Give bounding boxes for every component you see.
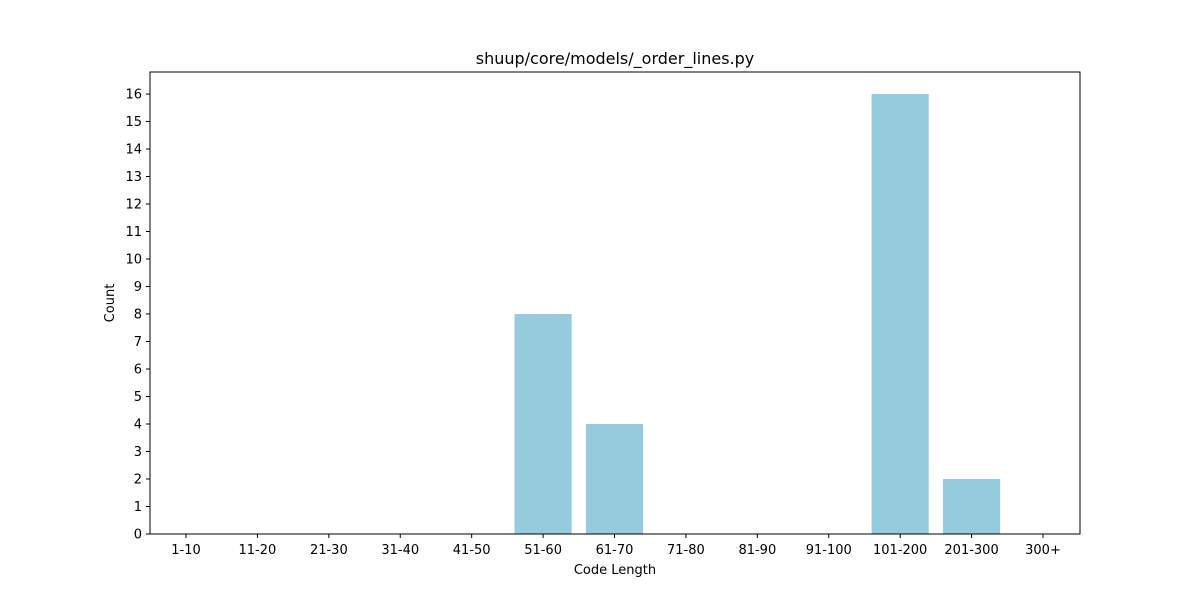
y-tick-label: 4 xyxy=(134,418,142,433)
y-tick-label: 9 xyxy=(134,280,142,295)
x-tick-label: 101-200 xyxy=(873,543,927,558)
chart-title: shuup/core/models/_order_lines.py xyxy=(476,49,754,69)
x-tick-label: 300+ xyxy=(1025,543,1061,558)
y-tick-label: 1 xyxy=(134,500,142,515)
y-tick-label: 10 xyxy=(125,253,142,268)
y-tick-label: 12 xyxy=(125,198,142,213)
x-tick-label: 51-60 xyxy=(524,543,562,558)
x-axis: 1-10 11-20 21-30 31-40 41-50 51-60 61-70 71-80 8… xyxy=(171,534,1061,558)
y-tick-label: 2 xyxy=(134,473,142,488)
y-tick-label: 6 xyxy=(134,363,142,378)
x-tick-label: 11-20 xyxy=(239,543,277,558)
x-tick-label: 31-40 xyxy=(381,543,419,558)
y-tick-label: 5 xyxy=(134,390,142,405)
y-tick-label: 15 xyxy=(125,115,142,130)
y-tick-label: 0 xyxy=(134,528,142,543)
y-tick-label: 11 xyxy=(125,225,142,240)
x-axis-label: Code Length xyxy=(574,563,656,578)
bar-201-300 xyxy=(943,479,1001,534)
x-tick-label: 81-90 xyxy=(738,543,776,558)
y-tick-label: 13 xyxy=(125,170,142,185)
bar-61-70 xyxy=(585,424,644,534)
y-axis-label: Count xyxy=(103,284,118,323)
y-tick-label: 8 xyxy=(134,308,142,323)
x-tick-label: 41-50 xyxy=(453,543,491,558)
x-tick-label: 201-300 xyxy=(944,543,998,558)
y-tick-label: 14 xyxy=(125,143,142,158)
bars-group xyxy=(514,94,1001,534)
x-tick-label: 91-100 xyxy=(806,543,852,558)
bar-51-60 xyxy=(514,314,572,534)
y-tick-label: 16 xyxy=(125,88,142,103)
y-tick-label: 7 xyxy=(134,335,142,350)
x-tick-label: 61-70 xyxy=(596,543,634,558)
bar-101-200 xyxy=(871,94,929,534)
x-tick-label: 1-10 xyxy=(171,543,201,558)
y-tick-label: 3 xyxy=(134,445,142,460)
x-tick-label: 71-80 xyxy=(667,543,705,558)
x-tick-label: 21-30 xyxy=(310,543,348,558)
